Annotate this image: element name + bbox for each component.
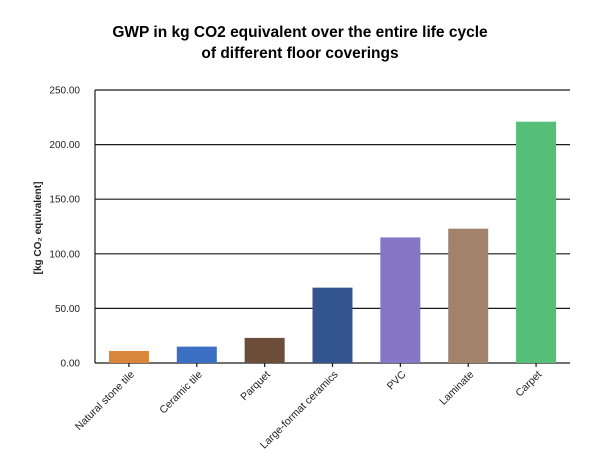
y-axis-label: [kg CO₂ equivalent]	[33, 182, 44, 275]
plot-area: 0.00 50.00 100.00 150.00 200.00 250.00 Natural…	[49, 86, 570, 452]
x-tick-label: Natural stone tile	[73, 369, 137, 433]
y-tick-label: 100.00	[49, 249, 80, 260]
bar	[176, 346, 217, 363]
chart-title-line-2: of different floor coverings	[201, 45, 398, 62]
x-tick-label: Carpet	[513, 369, 544, 400]
y-tick-label: 200.00	[49, 140, 80, 151]
x-tick-label: Ceramic tile	[157, 369, 205, 417]
y-tick-label: 0.00	[61, 359, 81, 370]
x-tick-label: PVC	[385, 368, 409, 392]
y-tick-label: 250.00	[49, 86, 80, 97]
x-tick-label: Parquet	[238, 369, 273, 404]
x-tick-label: Laminate	[437, 369, 476, 408]
y-tick-label: 150.00	[49, 195, 80, 206]
y-tick-label: 50.00	[55, 304, 80, 315]
bar	[448, 228, 489, 363]
bar	[244, 337, 285, 363]
bar	[380, 237, 421, 363]
bar	[312, 287, 353, 363]
chart-title-line-1: GWP in kg CO2 equivalent over the entire…	[112, 24, 488, 41]
bar	[516, 121, 557, 363]
x-tick-label: Large-format ceramics	[258, 369, 341, 452]
bar	[108, 350, 149, 363]
